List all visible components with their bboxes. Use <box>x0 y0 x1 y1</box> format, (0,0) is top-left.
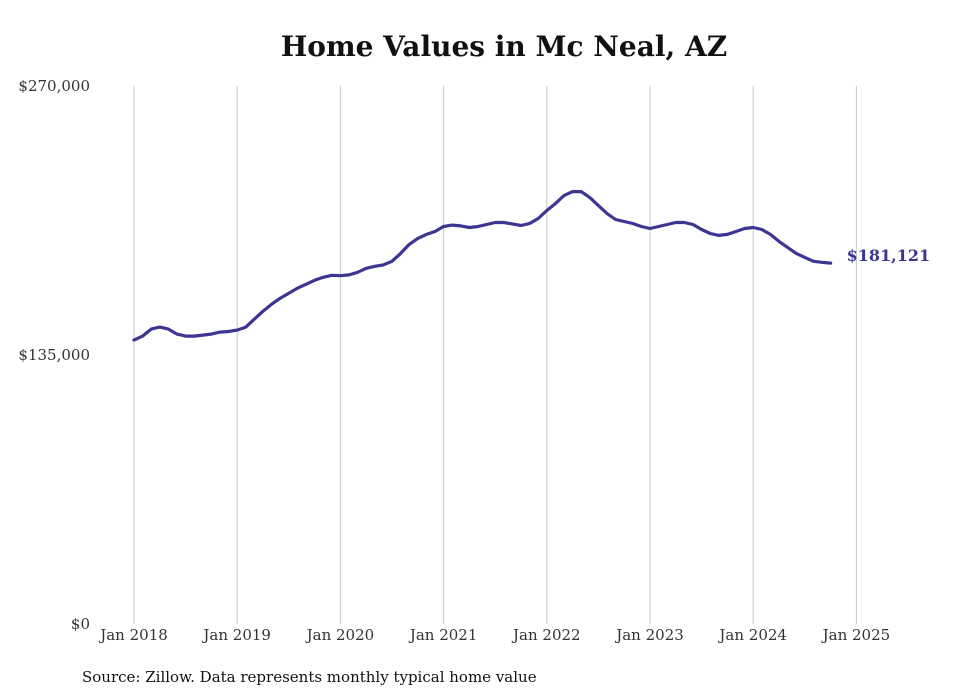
series-line <box>132 190 833 342</box>
x-tick-label: Jan 2024 <box>717 626 787 644</box>
x-tick-label: Jan 2025 <box>821 626 891 644</box>
chart-title: Home Values in Mc Neal, AZ <box>280 30 728 63</box>
gridlines <box>133 86 857 624</box>
end-value-label-layer: $181,121 <box>847 246 931 265</box>
x-tick-label: Jan 2023 <box>614 626 684 644</box>
x-tick-label: Jan 2022 <box>511 626 581 644</box>
y-tick-label: $135,000 <box>18 346 90 364</box>
y-tick-label: $270,000 <box>18 77 90 95</box>
end-value-label: $181,121 <box>847 246 931 265</box>
x-tick-label: Jan 2021 <box>408 626 478 644</box>
x-tick-label: Jan 2018 <box>98 626 168 644</box>
y-axis-ticks: $0 $135,000 $270,000 <box>18 77 90 633</box>
x-tick-label: Jan 2019 <box>201 626 271 644</box>
y-tick-label: $0 <box>71 615 90 633</box>
x-axis-ticks: Jan 2018 Jan 2019 Jan 2020 Jan 2021 Jan 2022… <box>98 626 890 644</box>
x-tick-label: Jan 2020 <box>305 626 375 644</box>
series-layer <box>132 190 833 342</box>
source-note: Source: Zillow. Data represents monthly … <box>82 668 537 686</box>
